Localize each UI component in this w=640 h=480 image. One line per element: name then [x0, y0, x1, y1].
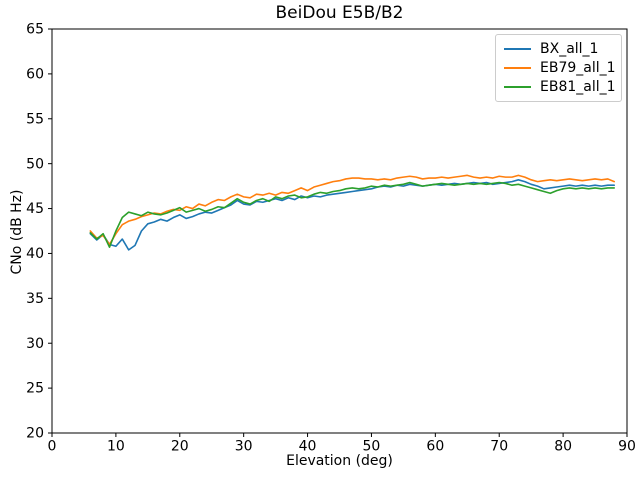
x-tick-label: 40 [299, 439, 317, 455]
legend-line-sample-eb79 [504, 67, 531, 69]
series-line-BX_all_1 [89, 179, 616, 251]
series-line-EB81_all_1 [89, 181, 616, 248]
y-tick-label: 55 [26, 111, 44, 127]
y-tick-label: 65 [26, 22, 44, 38]
legend-entry-bx: BX_all_1 [504, 40, 613, 59]
legend-entry-eb81: EB81_all_1 [504, 77, 616, 96]
x-tick-label: 90 [618, 439, 636, 455]
x-tick-label: 30 [235, 439, 253, 455]
y-tick-label: 30 [26, 336, 44, 352]
y-tick-label: 50 [26, 156, 44, 172]
x-tick-label: 0 [48, 439, 57, 455]
legend-label-eb81: EB81_all_1 [540, 78, 616, 95]
x-tick-label: 50 [363, 439, 381, 455]
legend-label-bx: BX_all_1 [540, 41, 599, 58]
y-tick-label: 45 [26, 201, 44, 217]
y-tick-label: 60 [26, 67, 44, 83]
x-tick-label: 60 [426, 439, 444, 455]
y-tick-label: 40 [26, 246, 44, 262]
legend-line-sample-eb81 [504, 85, 531, 88]
x-tick-label: 20 [171, 439, 189, 455]
y-axis-label: CNo (dB Hz) [9, 189, 25, 275]
legend-entry-eb79: EB79_all_1 [504, 59, 616, 78]
y-tick-label: 25 [26, 381, 44, 397]
y-tick-label: 20 [26, 426, 44, 442]
chart-title: BeiDou E5B/B2 [275, 3, 404, 23]
x-tick-label: 70 [490, 439, 508, 455]
x-tick-label: 80 [554, 439, 572, 455]
legend-line-sample-bx [504, 48, 531, 51]
legend: BX_all_1 EB79_all_1 EB81_all_1 [495, 34, 622, 102]
series-line-EB79_all_1 [89, 174, 616, 246]
x-axis-label: Elevation (deg) [286, 453, 393, 469]
y-tick-label: 35 [26, 291, 44, 307]
x-tick-label: 10 [107, 439, 125, 455]
legend-label-eb79: EB79_all_1 [540, 60, 616, 76]
